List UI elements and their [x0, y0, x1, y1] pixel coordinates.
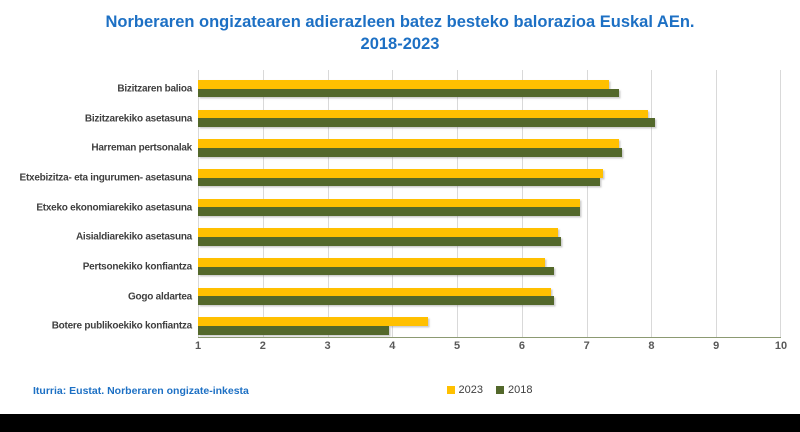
- x-tick-label: 3: [324, 340, 331, 352]
- legend-swatch-2018: [496, 386, 504, 394]
- category-label: Aisialdiarekiko asetasuna: [75, 231, 192, 243]
- legend-label: 2023: [458, 384, 483, 396]
- letterbox-bottom: [0, 414, 800, 432]
- x-tick-label: 10: [774, 340, 788, 352]
- bar-2018: [198, 88, 620, 98]
- category-label: Harreman pertsonalak: [91, 142, 192, 154]
- legend-label: 2018: [508, 384, 533, 396]
- legend-item-2018: 2018: [496, 384, 532, 396]
- x-tick-label: 7: [583, 340, 590, 352]
- bar-2018: [198, 207, 581, 216]
- chart-title-line2: 2018-2023: [360, 35, 440, 53]
- bar-2023: [198, 139, 620, 148]
- x-tick-label: 5: [454, 340, 461, 352]
- bar-2018: [198, 296, 555, 305]
- plot-area: [198, 70, 781, 338]
- chart-title: Norberaren ongizatearen adierazleen bate…: [0, 11, 800, 55]
- x-tick-label: 4: [389, 340, 396, 352]
- category-label: Bizitzarekiko asetasuna: [84, 113, 192, 125]
- x-axis-line: [198, 337, 781, 338]
- bar-2023: [198, 80, 610, 89]
- bar-2023: [198, 287, 552, 297]
- legend-item-2023: 2023: [446, 384, 483, 396]
- bar-2023: [198, 258, 545, 267]
- source-note: Iturria: Eustat. Norberaren ongizate-ink…: [33, 385, 249, 397]
- x-tick-label: 6: [518, 340, 525, 352]
- category-label: Botere publikoekiko konfiantza: [51, 320, 193, 332]
- gridline: [780, 70, 781, 337]
- chart-legend: 2023 2018: [198, 384, 781, 396]
- bar-2023: [198, 198, 581, 208]
- category-label: Pertsonekiko konfiantza: [82, 261, 193, 273]
- chart-title-line1: Norberaren ongizatearen adierazleen bate…: [105, 13, 695, 31]
- bar-2018: [198, 237, 561, 246]
- legend-swatch-2023: [446, 386, 455, 394]
- value-axis: 1 2 3 4 5 6 7 8 9 10: [0, 340, 800, 356]
- x-tick-label: 9: [713, 340, 720, 352]
- category-axis: Bizitzaren balioa Bizitzarekiko asetasuna…: [0, 70, 193, 337]
- x-tick-label: 2: [259, 340, 266, 352]
- bar-2023: [198, 228, 558, 237]
- x-tick-label: 1: [194, 340, 202, 352]
- bar-2018: [198, 118, 655, 127]
- x-tick-label: 8: [648, 340, 655, 352]
- gridline: [651, 70, 653, 337]
- bar-2018: [198, 266, 555, 276]
- bar-2023: [198, 109, 649, 119]
- bar-2018: [198, 148, 623, 157]
- gridline: [586, 70, 588, 337]
- bar-2018: [198, 177, 600, 187]
- category-label: Bizitzaren balioa: [117, 83, 192, 95]
- category-label: Etxeko ekonomiarekiko asetasuna: [36, 202, 192, 214]
- bar-2023: [198, 169, 603, 178]
- category-label: Etxebizitza- eta ingurumen- asetasuna: [19, 172, 193, 184]
- bar-2023: [198, 317, 428, 326]
- category-label: Gogo aldartea: [128, 291, 192, 303]
- bar-2018: [198, 326, 390, 335]
- gridline: [716, 70, 718, 337]
